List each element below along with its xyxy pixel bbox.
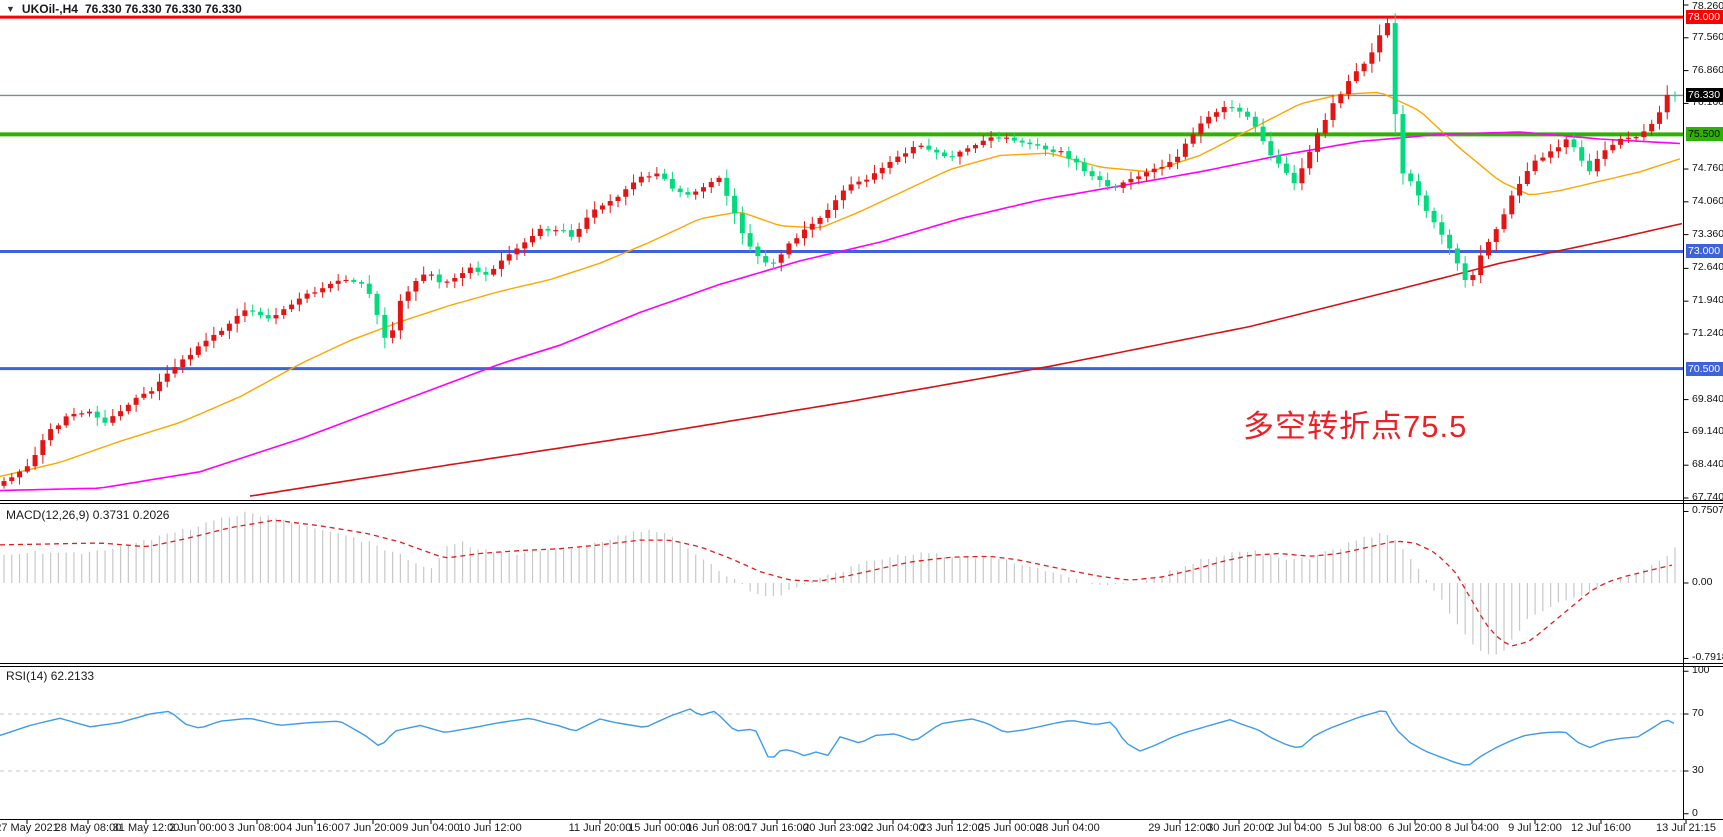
time-axis-label: 8 Jul 04:00 — [1445, 822, 1499, 834]
time-axis-label: 23 Jun 12:00 — [920, 822, 984, 834]
symbol-dropdown-icon[interactable]: ▼ — [6, 4, 15, 14]
price-level-badge: 73.000 — [1686, 244, 1723, 259]
time-axis-label: 31 May 12:00 — [112, 822, 180, 834]
time-axis-label: 15 Jun 00:00 — [628, 822, 692, 834]
price-axis-label: 69.140 — [1692, 425, 1723, 438]
symbol-bar: ▼ UKOil-,H4 76.330 76.330 76.330 76.330 — [6, 2, 242, 16]
price-axis-label: 77.560 — [1692, 30, 1723, 43]
time-axis-label: 25 Jun 00:00 — [978, 822, 1042, 834]
symbol-period-label: UKOil-,H4 — [21, 2, 78, 16]
time-axis-label: 28 Jun 04:00 — [1036, 822, 1100, 834]
time-axis-label: 11 Jun 20:00 — [568, 822, 632, 834]
price-level-badge: 70.500 — [1686, 361, 1723, 376]
time-axis-label: 22 Jun 04:00 — [861, 822, 925, 834]
time-axis-label: 16 Jun 08:00 — [686, 822, 750, 834]
rsi-indicator-label: RSI(14) 62.2133 — [6, 669, 94, 683]
macd-axis-label: -0.7918 — [1692, 651, 1723, 664]
time-axis-label: 7 Jun 20:00 — [344, 822, 402, 834]
time-axis-label: 2 Jul 04:00 — [1268, 822, 1322, 834]
chart-annotation-text: 多空转折点75.5 — [1243, 409, 1468, 444]
rsi-title: RSI(14) — [6, 669, 48, 683]
time-axis-label: 17 Jun 16:00 — [745, 822, 809, 834]
symbol-ohlc-values: 76.330 76.330 76.330 76.330 — [84, 2, 242, 16]
price-axis-label: 74.060 — [1692, 194, 1723, 207]
price-axis-label: 71.940 — [1692, 294, 1723, 307]
time-axis-label: 10 Jun 12:00 — [458, 822, 522, 834]
price-axis-label: 74.760 — [1692, 162, 1723, 175]
time-axis-label: 28 May 08:00 — [54, 822, 122, 834]
time-axis-label: 4 Jun 16:00 — [286, 822, 344, 834]
price-level-badge: 75.500 — [1686, 127, 1723, 142]
price-axis-label: 69.840 — [1692, 392, 1723, 405]
macd-title: MACD(12,26,9) — [6, 508, 90, 522]
rsi-axis-label: 100 — [1692, 664, 1710, 677]
price-axis-label: 71.240 — [1692, 326, 1723, 339]
price-axis-label: 76.860 — [1692, 63, 1723, 76]
time-axis-label: 6 Jul 20:00 — [1388, 822, 1442, 834]
time-axis-label: 9 Jul 12:00 — [1508, 822, 1562, 834]
macd-indicator-label: MACD(12,26,9) 0.3731 0.2026 — [6, 508, 169, 522]
time-axis-label: 27 May 2021 — [0, 822, 59, 834]
macd-values: 0.3731 0.2026 — [92, 508, 170, 522]
price-axis-label: 67.740 — [1692, 490, 1723, 503]
rsi-axis-label: 0 — [1692, 806, 1698, 819]
price-level-badge: 78.000 — [1686, 10, 1723, 25]
price-axis-label: 73.360 — [1692, 227, 1723, 240]
time-axis-label: 9 Jun 04:00 — [402, 822, 460, 834]
rsi-value: 62.2133 — [50, 669, 95, 683]
macd-axis-label: 0.00 — [1692, 576, 1713, 588]
price-axis-label: 72.640 — [1692, 261, 1723, 274]
price-level-badge: 76.330 — [1686, 88, 1723, 103]
rsi-axis-label: 30 — [1692, 764, 1704, 776]
rsi-axis-label: 70 — [1692, 707, 1704, 719]
time-axis-label: 13 Jul 21:15 — [1656, 822, 1716, 834]
time-axis-label: 29 Jun 12:00 — [1148, 822, 1212, 834]
time-axis-label: 3 Jun 08:00 — [228, 822, 286, 834]
time-axis-label: 12 Jul 16:00 — [1571, 822, 1631, 834]
time-axis-label: 20 Jun 23:00 — [803, 822, 867, 834]
time-axis-label: 2 Jun 00:00 — [169, 822, 227, 834]
price-axis-label: 78.260 — [1692, 0, 1723, 12]
macd-axis-label: 0.7507 — [1692, 504, 1723, 517]
time-axis-label: 30 Jun 20:00 — [1207, 822, 1271, 834]
time-axis-label: 5 Jul 08:00 — [1328, 822, 1382, 834]
price-axis-label: 68.440 — [1692, 458, 1723, 471]
